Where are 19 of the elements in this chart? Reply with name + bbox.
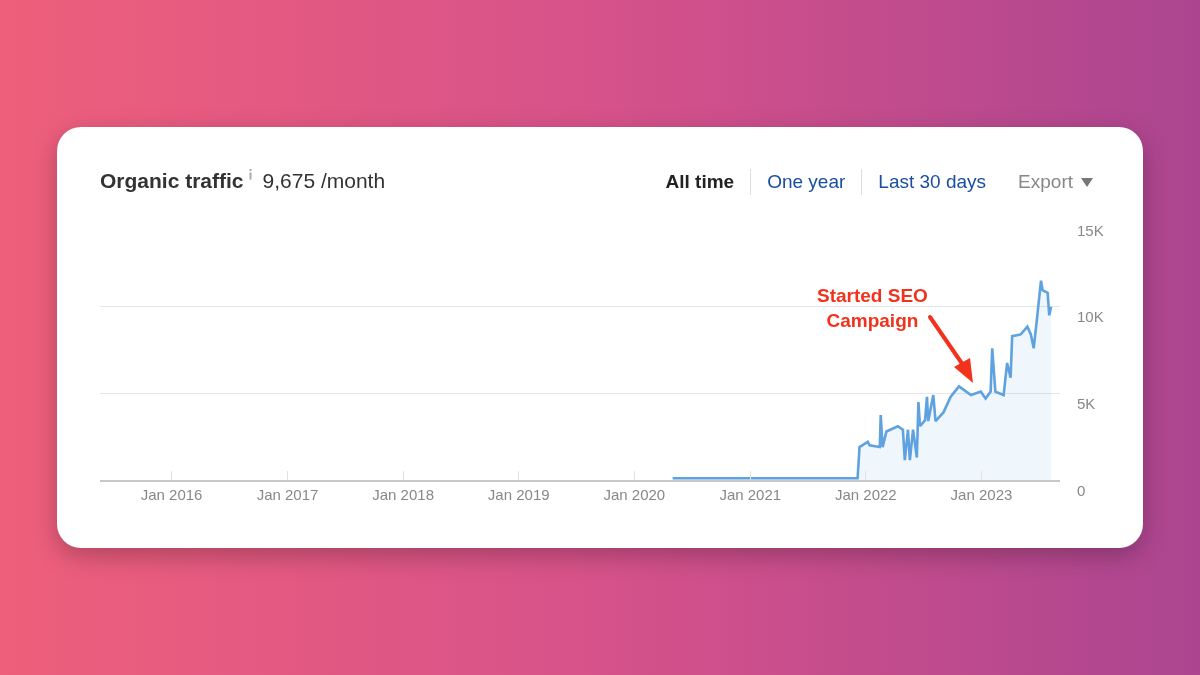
annotation: Started SEO Campaign [817,285,928,331]
x-tick-label: Jan 2022 [834,485,897,503]
x-tick-label: Jan 2016 [140,485,203,503]
y-tick-label: 0 [1077,481,1086,499]
x-tick-label: Jan 2017 [256,485,319,503]
x-tick-label: Jan 2019 [487,485,550,503]
x-tick-label: Jan 2018 [372,485,434,503]
y-tick-label: 10K [1077,308,1104,326]
x-tick-label: Jan 2023 [950,485,1013,503]
chart-subtitle: 9,675 /month [262,169,386,193]
text: All time [664,170,736,194]
chart-title: Organic traffic [100,169,244,193]
x-tick-label: Jan 2020 [603,485,666,503]
x-tick-label: Jan 2021 [719,485,782,503]
text: Last 30 days [861,169,1003,195]
y-tick-label: 15K [1077,221,1104,239]
text: Export [1017,170,1074,194]
y-tick-label: 5K [1077,395,1096,413]
text: One year [750,169,862,195]
